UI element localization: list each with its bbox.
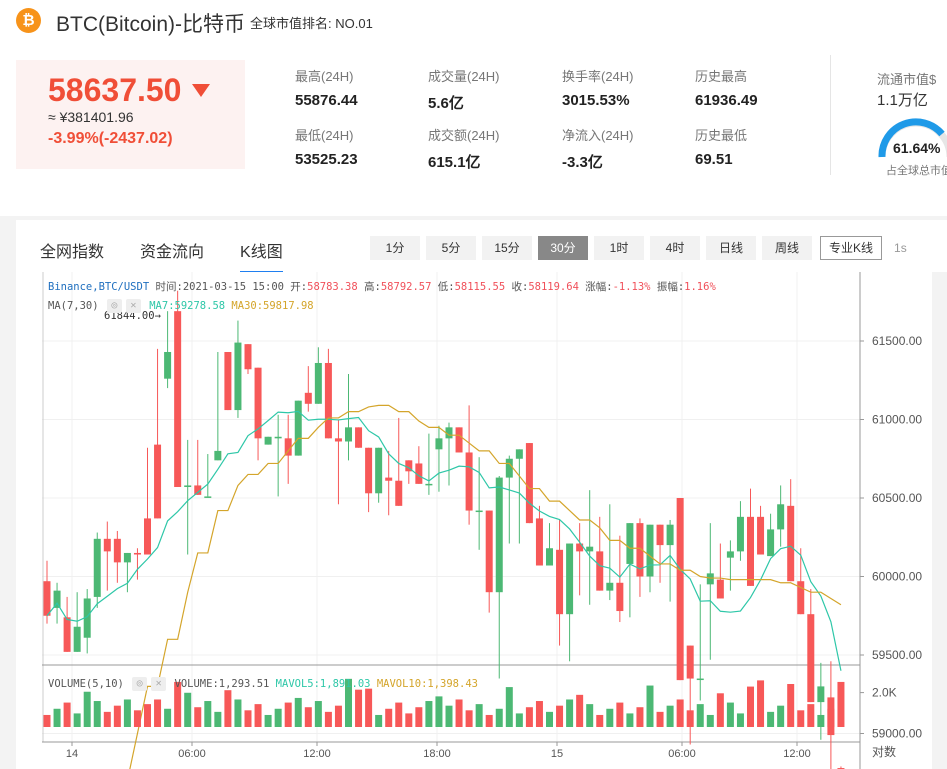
svg-text:59500.00: 59500.00 [872,648,922,662]
coin-header-panel: ₿ BTC(Bitcoin)-比特币 全球市值排名: NO.01 58637.5… [0,0,947,216]
close-icon[interactable]: ✕ [151,677,167,691]
stat-ath: 历史最高 61936.49 [695,66,758,109]
candle-open: 58783.38 [307,281,358,293]
stat-high-24h: 最高(24H) 55876.44 [295,66,358,109]
svg-text:12:00: 12:00 [783,748,811,760]
ma7-value: MA7:59278.58 [149,300,226,312]
candle-time: 2021-03-15 15:00 [182,281,284,293]
stat-label: 最高(24H) [295,69,354,84]
stat-value: 615.1亿 [428,154,481,171]
candle-close: 58119.64 [528,281,579,293]
current-price: 58637.50 [48,72,182,108]
chart-tabs: 全网指数 资金流向 K线图 [40,238,319,274]
candle-amplitude: 1.16% [684,281,716,293]
market-cap-value: 1.1万亿 [877,92,928,109]
candle-high: 58792.57 [380,281,432,293]
svg-text:61000.00: 61000.00 [872,413,922,427]
tab-kline[interactable]: K线图 [240,238,283,274]
settings-icon[interactable]: ◎ [106,299,122,313]
volume-label: VOLUME(5,10) [48,678,124,690]
price-cny: ≈ ¥381401.96 [48,109,134,125]
price-down-arrow-icon [192,84,210,97]
volume-value: VOLUME:1,293.51 [174,678,270,690]
stat-label: 净流入(24H) [562,128,634,143]
amplitude-label: 振幅: [656,281,685,293]
kline-info-bar: Binance,BTC/USDT 时间:2021-03-15 15:00 开:5… [48,279,716,294]
close-label: 收: [511,281,529,293]
stat-value: 55876.44 [295,92,358,109]
period-4h[interactable]: 4时 [650,236,700,260]
svg-text:06:00: 06:00 [668,748,696,760]
svg-text:14: 14 [66,748,78,760]
stat-turnover-24h: 换手率(24H) 3015.53% [562,66,634,109]
stat-atl: 历史最低 69.51 [695,125,747,168]
svg-text:59000.00: 59000.00 [872,727,922,741]
time-label: 时间: [155,281,183,293]
mavol10-value: MAVOL10:1,398.43 [376,678,478,690]
market-cap-label: 流通市值$ [877,72,937,87]
stat-value: -3.3亿 [562,154,603,171]
stat-value: 61936.49 [695,92,758,109]
svg-text:2.0K: 2.0K [872,686,897,700]
market-share-label: 占全球总市值 [886,165,947,177]
period-5m[interactable]: 5分 [426,236,476,260]
mavol5-value: MAVOL5:1,891.03 [275,678,371,690]
svg-text:61500.00: 61500.00 [872,334,922,348]
stat-value: 5.6亿 [428,95,464,112]
tab-index[interactable]: 全网指数 [40,244,105,261]
price-box: 58637.50 ≈ ¥381401.96 -3.99%(-2437.02) [16,60,245,169]
stat-volume-24h: 成交量(24H) 5.6亿 [428,66,500,113]
low-label: 低: [437,281,455,293]
stat-net-inflow-24h: 净流入(24H) -3.3亿 [562,125,634,172]
kline-chart[interactable]: 61500.00 61000.00 60500.00 60000.00 59500.00… [42,272,947,769]
ma-label: MA(7,30) [48,300,99,312]
candle-change: -1.13% [612,281,651,293]
period-1h[interactable]: 1时 [594,236,644,260]
candle-low: 58115.55 [454,281,506,293]
period-selector: 1分 5分 15分 30分 1时 4时 日线 周线 专业K线 1s [370,236,907,260]
period-30m[interactable]: 30分 [538,236,588,260]
svg-text:15: 15 [551,748,563,760]
svg-text:60000.00: 60000.00 [872,570,922,584]
stat-value: 53525.23 [295,151,358,168]
settings-icon[interactable]: ◎ [132,677,148,691]
svg-text:60500.00: 60500.00 [872,491,922,505]
stat-label: 最低(24H) [295,128,354,143]
market-rank: 全球市值排名: NO.01 [250,16,373,31]
stat-value: 3015.53% [562,92,630,109]
price-change: -3.99%(-2437.02) [48,130,173,147]
volume-legend: VOLUME(5,10) ◎ ✕ VOLUME:1,293.51 MAVOL5:1… [48,677,478,691]
ma30-value: MA30:59817.98 [231,300,314,312]
svg-text:对数: 对数 [872,744,896,759]
svg-text:18:00: 18:00 [423,748,451,760]
period-1m[interactable]: 1分 [370,236,420,260]
stat-label: 成交量(24H) [428,69,500,84]
period-1d[interactable]: 日线 [706,236,756,260]
svg-text:12:00: 12:00 [303,748,331,760]
svg-text:06:00: 06:00 [178,748,206,760]
stat-label: 成交额(24H) [428,128,500,143]
bitcoin-icon: ₿ [16,8,41,33]
coin-title: BTC(Bitcoin)-比特币 [56,13,246,36]
stat-low-24h: 最低(24H) 53525.23 [295,125,358,168]
stat-value: 69.51 [695,151,733,168]
pro-kline-button[interactable]: 专业K线 [820,236,883,260]
market-share-pct: 61.64% [893,140,941,156]
exchange-pair: Binance,BTC/USDT [48,281,150,293]
divider [830,55,831,175]
open-label: 开: [290,281,308,293]
high-label: 高: [364,281,381,293]
stat-label: 换手率(24H) [562,69,634,84]
stat-amount-24h: 成交额(24H) 615.1亿 [428,125,500,172]
stat-label: 历史最高 [695,69,748,84]
period-15m[interactable]: 15分 [482,236,532,260]
refresh-interval: 1s [894,241,907,255]
period-1w[interactable]: 周线 [762,236,812,260]
stat-label: 历史最低 [695,128,748,143]
ma-legend: MA(7,30) ◎ ✕ MA7:59278.58 MA30:59817.98 [48,299,314,313]
tab-fund-flow[interactable]: 资金流向 [140,244,205,261]
change-label: 涨幅: [585,281,613,293]
close-icon[interactable]: ✕ [125,299,141,313]
svg-text:61844.00→: 61844.00→ [104,310,161,322]
